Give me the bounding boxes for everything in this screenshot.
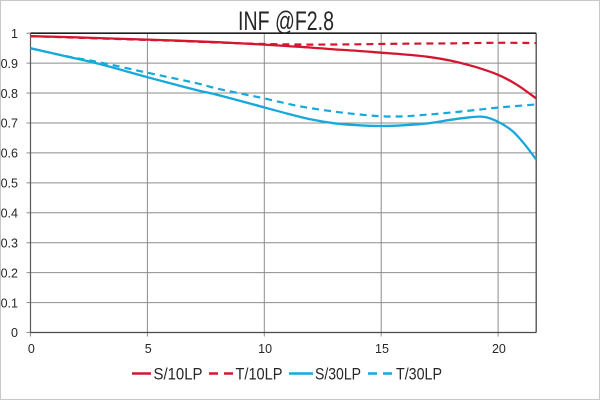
svg-text:0.1: 0.1	[1, 296, 18, 310]
svg-text:0.4: 0.4	[1, 207, 18, 221]
svg-text:S/30LP: S/30LP	[315, 365, 361, 384]
svg-text:20: 20	[492, 342, 506, 356]
svg-text:0.6: 0.6	[1, 147, 18, 161]
svg-text:0.7: 0.7	[1, 117, 18, 131]
svg-text:10: 10	[258, 342, 272, 356]
svg-text:0.3: 0.3	[1, 236, 18, 250]
svg-text:T/10LP: T/10LP	[236, 365, 283, 384]
svg-text:1: 1	[11, 27, 18, 41]
svg-text:0: 0	[28, 342, 35, 356]
svg-text:0.9: 0.9	[1, 57, 18, 71]
svg-text:0: 0	[11, 326, 18, 340]
svg-text:0.5: 0.5	[1, 177, 18, 191]
svg-text:15: 15	[375, 342, 389, 356]
svg-text:5: 5	[145, 342, 152, 356]
svg-text:S/10LP: S/10LP	[154, 365, 203, 384]
svg-text:INF @F2.8: INF @F2.8	[238, 6, 334, 36]
svg-text:T/30LP: T/30LP	[396, 365, 442, 384]
svg-text:0.8: 0.8	[1, 87, 18, 101]
svg-text:0.2: 0.2	[1, 266, 18, 280]
